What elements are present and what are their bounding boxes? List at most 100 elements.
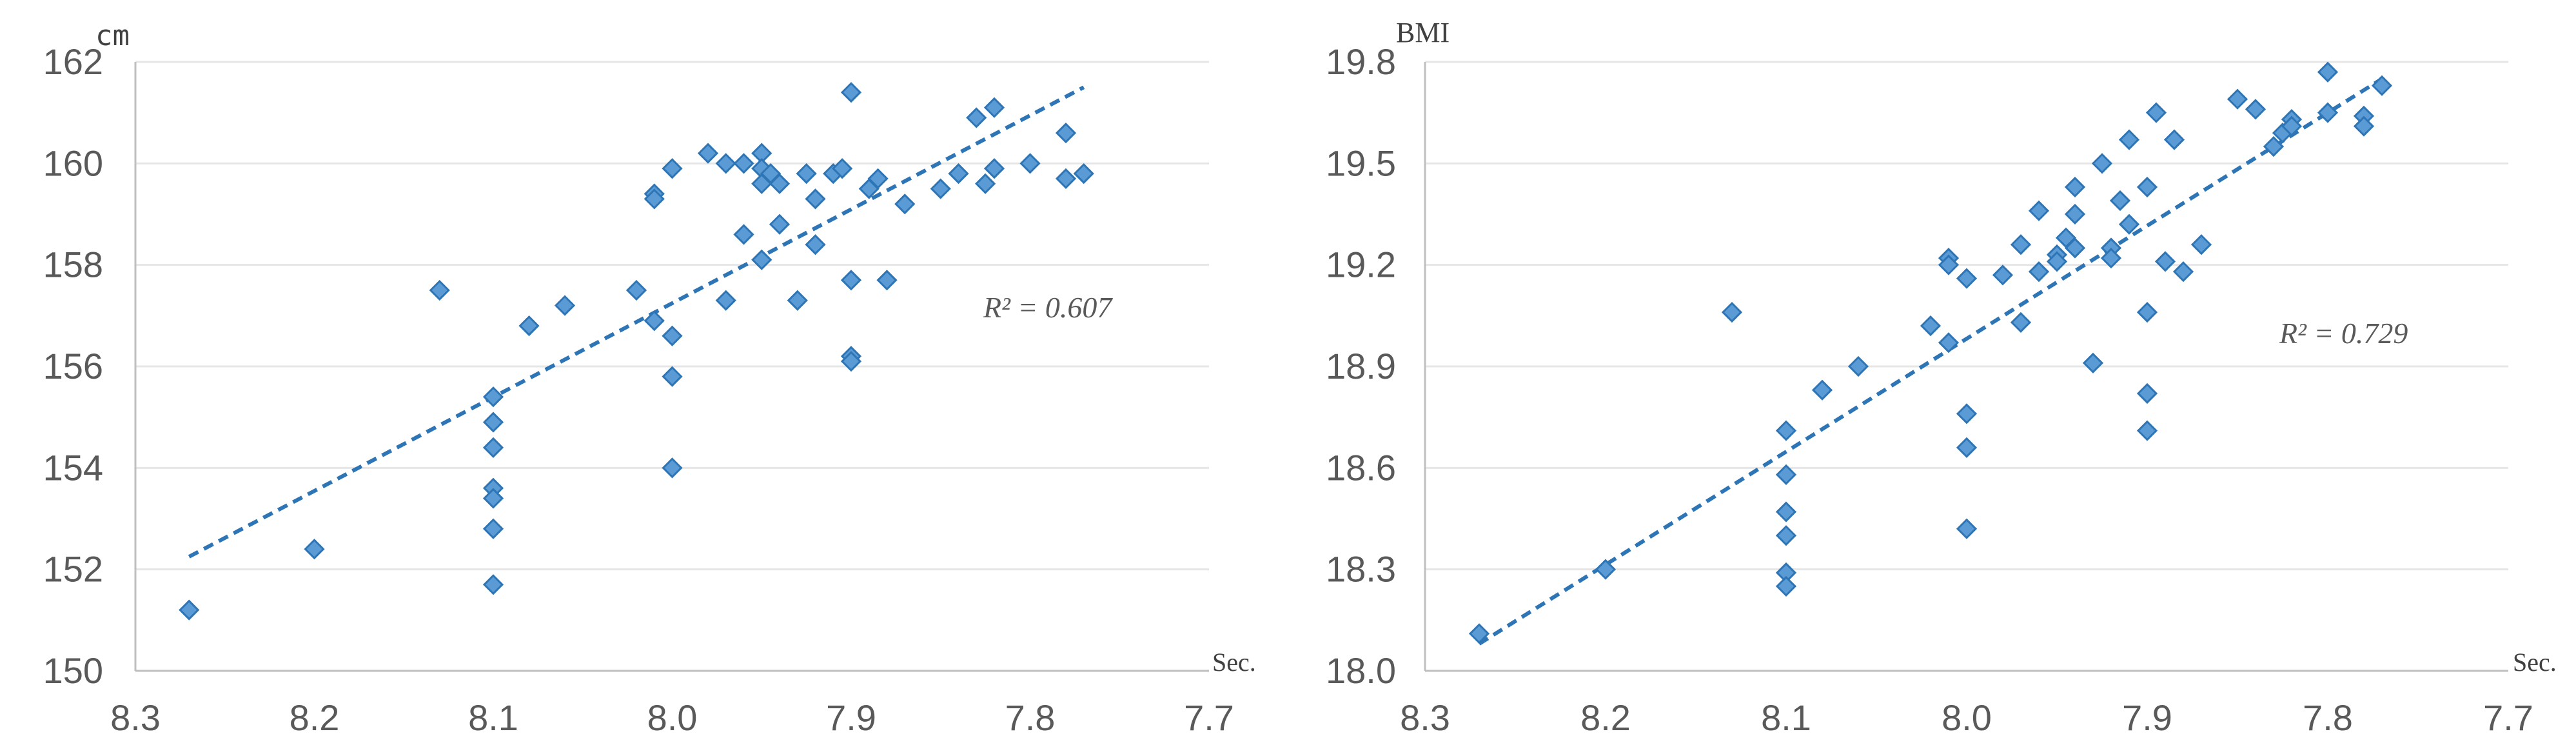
data-point (2136, 176, 2158, 198)
data-point (1938, 332, 1960, 353)
data-point (948, 163, 969, 184)
y-tick-label: 162 (43, 41, 103, 82)
data-point (2064, 176, 2086, 198)
data-point (662, 457, 683, 479)
data-point (2091, 153, 2113, 174)
data-point (482, 518, 504, 539)
data-point (2010, 312, 2032, 333)
data-point (1019, 153, 1041, 174)
data-point (2136, 383, 2158, 404)
data-point (2136, 420, 2158, 441)
data-point (2190, 234, 2212, 255)
x-tick-label: 8.2 (290, 697, 340, 738)
data-point (787, 290, 808, 311)
y-tick-label: 150 (43, 650, 103, 691)
data-point (554, 295, 576, 316)
data-point (769, 173, 791, 194)
data-point (840, 351, 862, 372)
data-point (805, 188, 826, 210)
data-point (2145, 102, 2167, 123)
data-point (1055, 123, 1077, 144)
data-point (2028, 200, 2050, 221)
data-point (482, 386, 504, 408)
data-point (2263, 135, 2285, 157)
y-tick-label: 18.3 (1326, 549, 1396, 590)
data-point (625, 279, 647, 301)
data-point (482, 488, 504, 509)
y-tick-label: 19.8 (1326, 41, 1396, 82)
data-point (1721, 301, 1743, 323)
x-tick-label: 7.9 (826, 697, 876, 738)
data-point (2109, 190, 2131, 212)
data-point (1920, 315, 1942, 337)
data-point (769, 214, 791, 235)
y-tick-label: 158 (43, 244, 103, 285)
y-tick-label: 152 (43, 549, 103, 590)
x-tick-label: 7.7 (1184, 697, 1234, 738)
data-point (482, 437, 504, 458)
x-tick-label: 8.3 (1400, 697, 1450, 738)
data-point (1775, 420, 1797, 441)
data-point (1073, 163, 1094, 184)
data-point (1775, 575, 1797, 597)
data-point (2172, 261, 2194, 283)
data-point (697, 143, 719, 164)
data-point (2227, 88, 2248, 110)
data-point (2118, 214, 2140, 235)
data-point (2317, 102, 2339, 123)
data-point (2353, 115, 2375, 137)
data-point (2010, 234, 2032, 255)
data-point (2371, 75, 2393, 96)
data-point (2082, 352, 2104, 373)
data-point (733, 224, 754, 245)
r-squared-label: R² = 0.607 (983, 291, 1113, 324)
data-point (518, 315, 540, 337)
data-point (304, 539, 325, 560)
trendline (188, 85, 1085, 559)
y-tick-label: 18.6 (1326, 447, 1396, 488)
data-point (2317, 61, 2339, 83)
data-point (715, 290, 736, 311)
trendline (1478, 77, 2383, 646)
data-point (482, 412, 504, 433)
data-point (2064, 203, 2086, 225)
data-point (1956, 437, 1978, 458)
data-point (876, 270, 898, 291)
data-point (2281, 115, 2303, 137)
data-point (1595, 559, 1617, 580)
data-point (482, 574, 504, 595)
data-point (1775, 464, 1797, 485)
data-point (1468, 623, 1490, 644)
data-point (179, 599, 200, 621)
data-point (2163, 129, 2185, 150)
x-unit-label: Sec. (1212, 648, 1256, 677)
data-point (867, 168, 889, 190)
data-point (1956, 268, 1978, 289)
x-tick-label: 8.3 (110, 697, 161, 738)
data-point (894, 194, 916, 215)
y-unit-label: BMI (1396, 17, 1450, 48)
data-point (715, 153, 736, 174)
data-point (1992, 264, 2014, 286)
x-tick-label: 8.0 (1942, 697, 1992, 738)
data-point (1775, 525, 1797, 546)
data-point (733, 153, 754, 174)
data-point (2154, 251, 2176, 272)
data-point (644, 310, 665, 332)
data-point (966, 107, 987, 128)
y-tick-label: 18.0 (1326, 650, 1396, 691)
x-tick-label: 8.1 (1761, 697, 1811, 738)
data-point (2118, 129, 2140, 150)
data-point (1956, 518, 1978, 539)
data-point (751, 249, 772, 270)
x-tick-label: 8.2 (1580, 697, 1631, 738)
x-unit-label: Sec. (2513, 648, 2557, 677)
y-tick-label: 19.5 (1326, 143, 1396, 183)
data-point (1055, 168, 1077, 190)
data-point (2100, 248, 2122, 269)
data-point (1956, 403, 1978, 424)
data-point (1847, 355, 1869, 377)
y-tick-label: 18.9 (1326, 346, 1396, 386)
data-point (1811, 379, 1833, 401)
